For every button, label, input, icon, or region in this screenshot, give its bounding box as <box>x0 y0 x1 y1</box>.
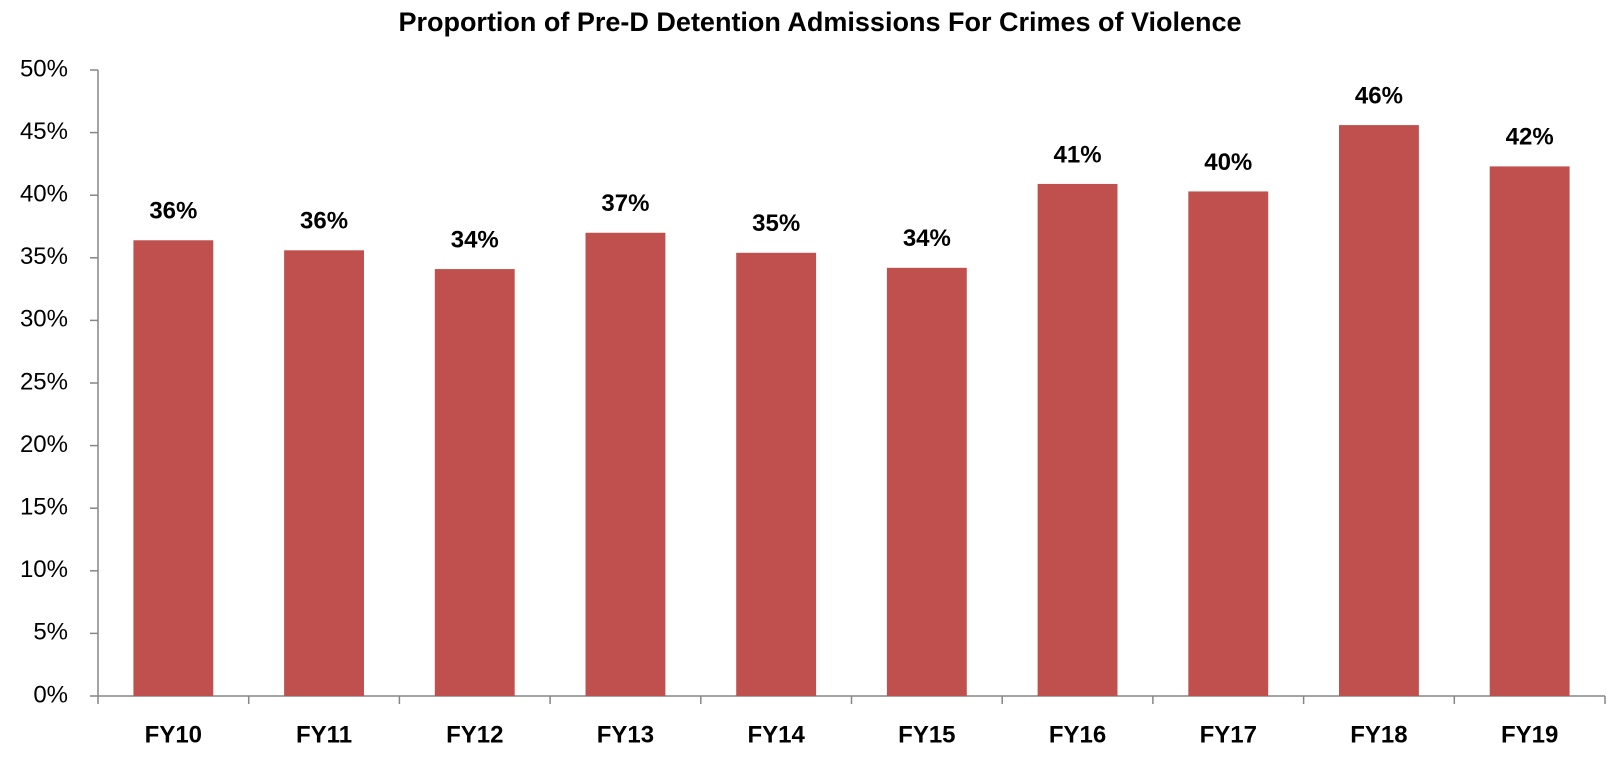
y-tick-label: 40% <box>20 181 68 208</box>
x-tick-label: FY17 <box>1200 721 1257 748</box>
y-tick-label: 30% <box>20 306 68 333</box>
data-label: 34% <box>451 226 499 253</box>
y-tick-label: 50% <box>20 55 68 82</box>
y-tick-label: 15% <box>20 494 68 521</box>
data-label: 42% <box>1506 124 1554 151</box>
x-tick-label: FY14 <box>747 721 805 748</box>
data-label: 35% <box>752 210 800 237</box>
data-label: 40% <box>1204 149 1252 176</box>
x-tick-label: FY16 <box>1049 721 1106 748</box>
bar <box>434 269 515 696</box>
data-label: 46% <box>1355 82 1403 109</box>
bar <box>886 267 967 696</box>
y-tick-label: 10% <box>20 556 68 583</box>
x-tick-label: FY18 <box>1350 721 1407 748</box>
x-tick-label: FY11 <box>296 721 352 748</box>
chart-title: Proportion of Pre-D Detention Admissions… <box>398 7 1241 37</box>
x-tick-label: FY12 <box>446 721 503 748</box>
bar <box>284 250 364 696</box>
data-label: 34% <box>903 225 951 252</box>
x-tick-label: FY15 <box>898 721 955 748</box>
y-tick-label: 0% <box>33 681 68 708</box>
y-tick-label: 5% <box>33 619 68 646</box>
bar <box>1037 183 1118 696</box>
bar <box>1339 125 1419 696</box>
data-label: 36% <box>300 208 348 235</box>
bar <box>1489 166 1570 697</box>
bar <box>1188 191 1269 696</box>
x-tick-label: FY10 <box>145 721 202 748</box>
bar <box>133 240 214 696</box>
y-tick-label: 20% <box>20 431 68 458</box>
x-tick-label: FY13 <box>597 721 654 748</box>
data-label: 37% <box>601 190 649 217</box>
data-label: 36% <box>149 198 197 225</box>
data-label: 41% <box>1054 141 1102 168</box>
y-tick-label: 35% <box>20 243 68 270</box>
y-tick-label: 45% <box>20 118 68 145</box>
x-tick-label: FY19 <box>1501 721 1558 748</box>
bar <box>736 252 817 697</box>
y-tick-label: 25% <box>20 368 68 395</box>
bar <box>585 232 666 696</box>
